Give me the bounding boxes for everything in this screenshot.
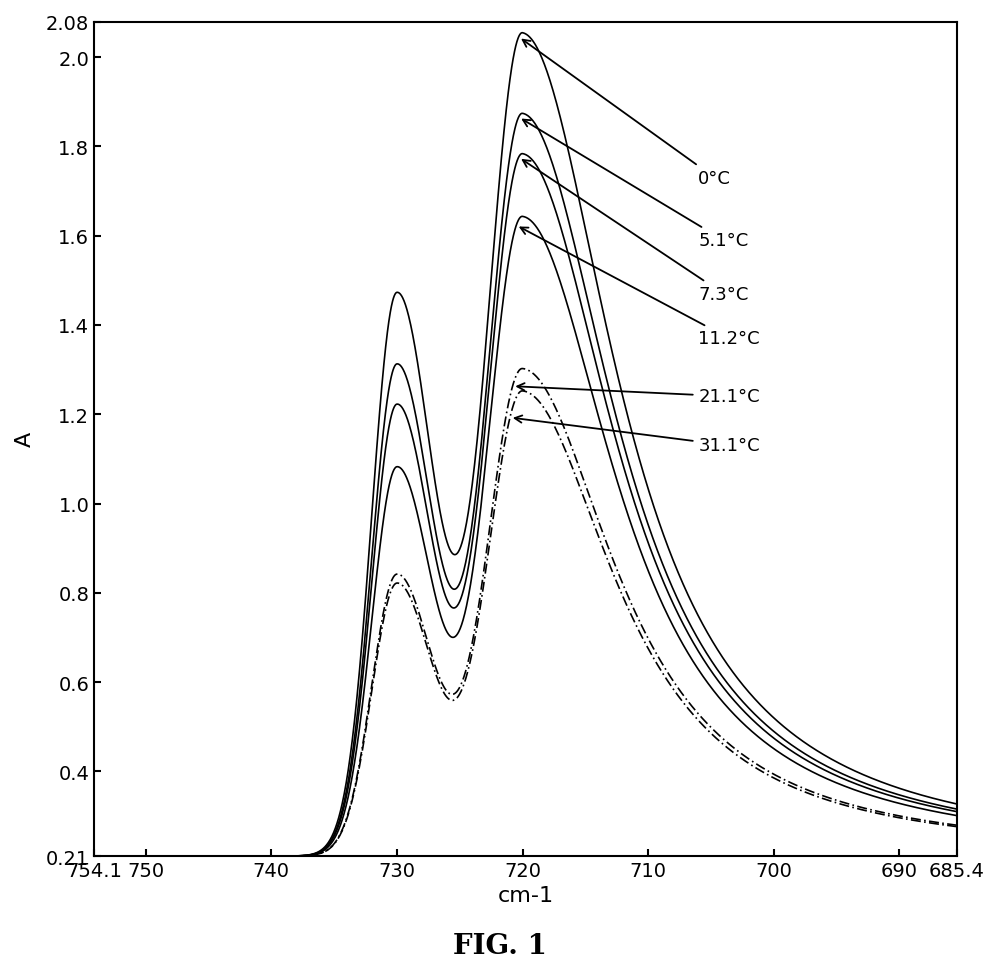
X-axis label: cm-1: cm-1 <box>498 886 554 906</box>
Text: 0°C: 0°C <box>523 41 731 188</box>
Text: 11.2°C: 11.2°C <box>520 228 760 348</box>
Text: FIG. 1: FIG. 1 <box>453 932 547 959</box>
Y-axis label: A: A <box>15 432 35 447</box>
Text: 21.1°C: 21.1°C <box>517 384 760 406</box>
Text: 5.1°C: 5.1°C <box>523 120 749 250</box>
Text: 7.3°C: 7.3°C <box>523 161 749 303</box>
Text: 31.1°C: 31.1°C <box>515 416 760 455</box>
